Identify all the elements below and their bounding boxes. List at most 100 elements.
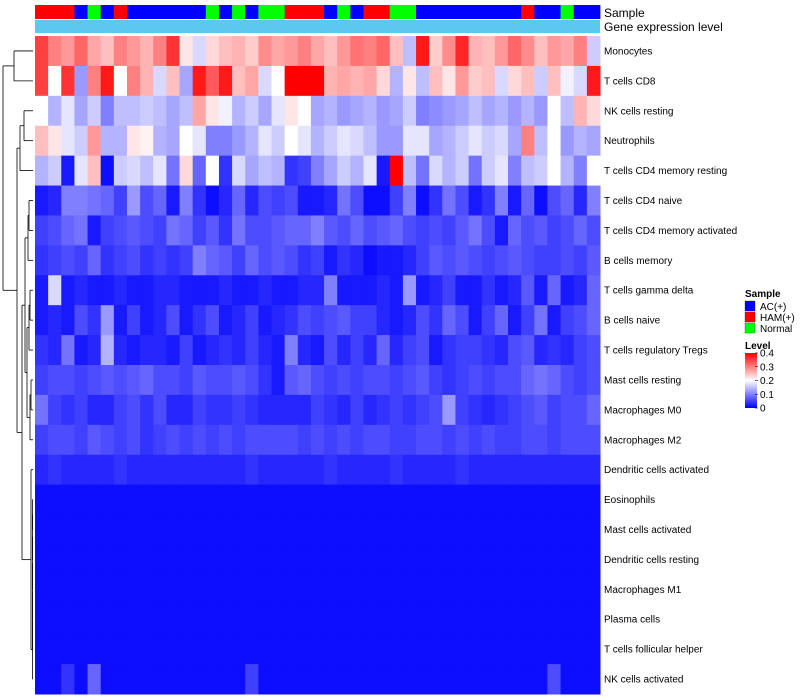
heatmap-cell: [48, 544, 62, 575]
heatmap-cell: [416, 275, 430, 306]
heatmap-cell: [468, 424, 483, 456]
heatmap-cell: [455, 394, 470, 426]
heatmap-cell: [363, 544, 378, 575]
heatmap-cell: [140, 275, 154, 306]
heatmap-cell: [297, 484, 312, 516]
heatmap-cell: [363, 125, 378, 157]
heatmap-cell: [179, 36, 194, 67]
row-label: NK cells activated: [604, 675, 683, 686]
level-legend-title: Level: [745, 341, 771, 352]
heatmap-cell: [310, 245, 325, 276]
heatmap-cell: [245, 275, 259, 306]
heatmap-cell: [376, 36, 391, 67]
sample-annotation-cell: [560, 5, 575, 19]
heatmap-cell: [271, 574, 286, 605]
sample-legend-title: Sample: [745, 289, 781, 300]
heatmap-cell: [192, 604, 207, 635]
heatmap-cell: [113, 454, 128, 486]
heatmap-cell: [376, 664, 391, 695]
heatmap-cell: [87, 155, 102, 187]
heatmap-cell: [547, 424, 562, 456]
heatmap-cell: [376, 125, 391, 157]
heatmap-cell: [363, 335, 378, 366]
heatmap-cell: [402, 664, 417, 695]
heatmap-cell: [258, 95, 273, 127]
heatmap-cell: [416, 155, 430, 187]
heatmap-cell: [534, 604, 548, 635]
heatmap-cell: [35, 514, 49, 545]
heatmap-cell: [573, 484, 588, 516]
heatmap-cell: [508, 574, 522, 605]
heatmap-cell: [126, 185, 141, 216]
heatmap-cell: [153, 125, 167, 157]
heatmap-cell: [508, 155, 522, 187]
heatmap-cell: [166, 664, 181, 695]
heatmap-cell: [402, 155, 417, 187]
heatmap-cell: [350, 424, 364, 456]
sample-annotation-cell: [284, 5, 299, 19]
heatmap-cell: [402, 335, 417, 366]
heatmap-cell: [573, 245, 588, 276]
heatmap-cell: [205, 245, 220, 276]
heatmap-cell: [429, 574, 443, 605]
heatmap-cell: [586, 155, 601, 187]
sample-annotation-cell: [416, 5, 430, 19]
heatmap-cell: [179, 275, 194, 306]
heatmap-cell: [402, 454, 417, 486]
heatmap-cell: [494, 215, 509, 246]
heatmap-cell: [100, 604, 115, 635]
heatmap-cell: [389, 215, 404, 246]
heatmap-cell: [337, 185, 351, 216]
heatmap-cell: [363, 215, 378, 246]
heatmap-cell: [389, 365, 404, 396]
heatmap-cell: [416, 544, 430, 575]
heatmap-cell: [376, 275, 391, 306]
heatmap-cell: [402, 36, 417, 67]
heatmap-cell: [521, 604, 535, 635]
heatmap-cell: [205, 185, 220, 216]
heatmap-cell: [140, 574, 154, 605]
heatmap-cell: [61, 604, 75, 635]
heatmap-cell: [35, 215, 49, 246]
heatmap-cell: [179, 365, 194, 396]
heatmap-cell: [284, 275, 299, 306]
heatmap-cell: [166, 95, 181, 127]
heatmap-cell: [113, 65, 128, 97]
heatmap-cell: [494, 394, 509, 426]
heatmap-cell: [61, 664, 75, 695]
heatmap-cell: [573, 634, 588, 665]
heatmap-cell: [324, 365, 338, 396]
heatmap-cell: [376, 95, 391, 127]
heatmap-cell: [547, 365, 562, 396]
heatmap-cell: [521, 514, 535, 545]
heatmap-cell: [508, 95, 522, 127]
heatmap-cell: [402, 65, 417, 97]
heatmap-cell: [192, 245, 207, 276]
heatmap-cell: [218, 65, 233, 97]
heatmap-cell: [153, 604, 167, 635]
heatmap-cell: [534, 125, 548, 157]
heatmap-cell: [560, 514, 575, 545]
heatmap-cell: [573, 514, 588, 545]
heatmap-cell: [87, 604, 102, 635]
heatmap-cell: [153, 424, 167, 456]
heatmap-cell: [87, 424, 102, 456]
heatmap-cell: [389, 634, 404, 665]
heatmap-cell: [232, 335, 246, 366]
heatmap-cell: [48, 155, 62, 187]
heatmap-cell: [153, 36, 167, 67]
heatmap-cell: [468, 335, 483, 366]
heatmap-cell: [494, 604, 509, 635]
heatmap-cell: [74, 335, 89, 366]
heatmap-cell: [258, 245, 273, 276]
heatmap-cell: [284, 65, 299, 97]
heatmap-cell: [140, 185, 154, 216]
heatmap-cell: [560, 454, 575, 486]
heatmap-cell: [429, 484, 443, 516]
heatmap-cell: [205, 36, 220, 67]
heatmap-cell: [324, 634, 338, 665]
heatmap-cell: [87, 95, 102, 127]
heatmap-cell: [481, 305, 496, 336]
heatmap-cell: [350, 125, 364, 157]
heatmap-cell: [179, 125, 194, 157]
